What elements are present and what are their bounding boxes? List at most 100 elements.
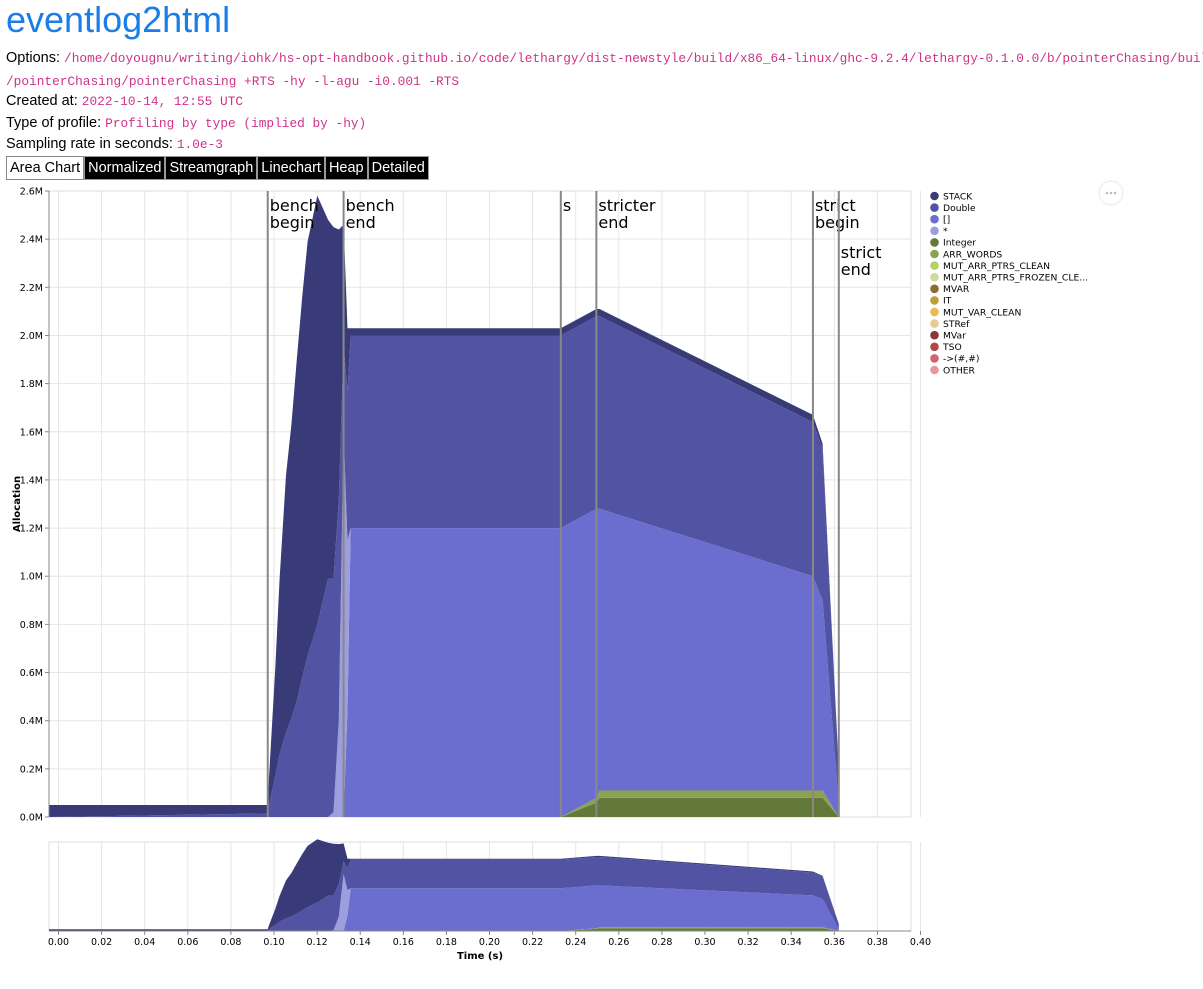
- y-tick-label: 0.4M: [20, 716, 43, 727]
- legend-swatch: [930, 238, 939, 247]
- legend-item: Integer: [943, 238, 976, 249]
- x-tick-label: 0.06: [177, 937, 198, 948]
- legend-item: Double: [943, 203, 976, 214]
- legend-item: MVAR: [943, 284, 970, 295]
- overview-chart: [48, 839, 921, 932]
- x-tick-label: 0.10: [263, 937, 284, 948]
- area-series: [49, 195, 839, 818]
- marker-label: begin: [815, 213, 860, 232]
- y-tick-label: 2.4M: [20, 235, 43, 246]
- marker-label: strict: [815, 196, 856, 215]
- menu-dot: [1113, 191, 1117, 195]
- x-tick-label: 0.18: [436, 937, 457, 948]
- profile-row: Type of profile: Profiling by type (impl…: [6, 114, 366, 133]
- tab-area-chart[interactable]: Area Chart: [6, 156, 85, 180]
- marker-label: stricter: [598, 196, 656, 215]
- legend-item: MVar: [943, 331, 966, 342]
- x-tick-label: 0.32: [738, 937, 759, 948]
- legend-item: TSO: [942, 342, 962, 353]
- y-tick-label: 1.6M: [20, 427, 43, 438]
- area-double: [49, 316, 839, 817]
- legend: STACKDouble[]*IntegerARR_WORDSMUT_ARR_PT…: [930, 191, 1088, 376]
- legend-swatch: [930, 307, 939, 317]
- y-tick-label: 2.2M: [20, 283, 43, 294]
- tab-normalized[interactable]: Normalized: [84, 156, 166, 180]
- legend-item: STACK: [943, 191, 973, 202]
- area-arr-words: [49, 790, 839, 817]
- legend-item: MUT_ARR_PTRS_CLEAN: [943, 261, 1050, 272]
- legend-swatch: [930, 214, 939, 224]
- profile-label: Type of profile:: [6, 115, 102, 131]
- legend-swatch: [930, 296, 939, 305]
- x-tick-label: 0.16: [393, 937, 414, 948]
- sampling-row: Sampling rate in seconds: 1.0e-3: [6, 135, 223, 154]
- legend-item: ->(#,#): [943, 354, 980, 365]
- legend-swatch: [930, 365, 939, 375]
- marker-label: bench: [270, 196, 319, 215]
- chart-tabs: Area Chart Normalized Streamgraph Linech…: [6, 156, 429, 180]
- marker-label: begin: [270, 213, 315, 232]
- page-title: eventlog2html: [6, 0, 231, 40]
- legend-swatch: [930, 203, 939, 212]
- x-tick-label: 0.04: [134, 937, 155, 948]
- x-tick-label: 0.22: [522, 937, 543, 948]
- legend-swatch: [930, 272, 939, 282]
- y-tick-label: 2.0M: [20, 331, 43, 342]
- tab-detailed[interactable]: Detailed: [367, 156, 429, 180]
- y-tick-label: 0.2M: [20, 764, 43, 775]
- created-value: 2022-10-14, 12:55 UTC: [81, 94, 244, 109]
- tab-streamgraph[interactable]: Streamgraph: [165, 156, 258, 180]
- tab-heap[interactable]: Heap: [324, 156, 368, 180]
- legend-swatch: [930, 249, 939, 259]
- overview-areas: [49, 839, 839, 931]
- legend-swatch: [930, 342, 939, 352]
- marker-label: end: [598, 213, 628, 232]
- overview-area--: [49, 885, 839, 931]
- sampling-value: 1.0e-3: [176, 137, 223, 152]
- legend-swatch: [930, 319, 939, 328]
- x-tick-label: 0.00: [48, 937, 69, 948]
- profile-value: Profiling by type (implied by -hy): [105, 116, 367, 131]
- options-value-cont: /pointerChasing/pointerChasing +RTS -hy …: [6, 74, 460, 89]
- y-tick-label: 2.6M: [20, 187, 43, 198]
- x-tick-label: 0.14: [350, 937, 371, 948]
- x-tick-label: 0.20: [479, 937, 500, 948]
- area--: [49, 508, 839, 817]
- legend-item: MUT_VAR_CLEAN: [943, 307, 1021, 318]
- created-row: Created at: 2022-10-14, 12:55 UTC: [6, 92, 243, 111]
- x-axis: 0.00 0.02 0.04 0.06 0.08 0.10 0.12 0.14 0.16 0.18…: [48, 931, 931, 962]
- x-tick-label: 0.40: [910, 937, 931, 948]
- overview-area-double: [49, 857, 839, 931]
- tab-linechart[interactable]: Linechart: [257, 156, 325, 180]
- legend-item: OTHER: [943, 365, 976, 376]
- marker-label: end: [346, 213, 376, 232]
- legend-swatch: [930, 226, 939, 236]
- x-tick-label: 0.08: [220, 937, 241, 948]
- legend-item: []: [943, 215, 950, 226]
- legend-swatch: [930, 191, 939, 201]
- menu-dot: [1105, 191, 1109, 195]
- marker-label: s: [563, 196, 571, 215]
- x-tick-label: 0.34: [781, 937, 802, 948]
- menu-dot: [1109, 191, 1113, 195]
- x-tick-label: 0.24: [565, 937, 586, 948]
- marker-label: bench: [346, 196, 395, 215]
- legend-swatch: [930, 330, 939, 340]
- more-horizontal-icon[interactable]: [1098, 180, 1124, 206]
- y-tick-label: 1.2M: [20, 524, 43, 535]
- legend-item: STRef: [943, 319, 970, 330]
- y-tick-label: 1.8M: [20, 379, 43, 390]
- marker-label: strict: [841, 243, 882, 262]
- legend-swatch: [930, 354, 939, 363]
- x-tick-label: 0.28: [651, 937, 672, 948]
- y-tick-label: 1.0M: [20, 572, 43, 583]
- x-tick-label: 0.36: [824, 937, 845, 948]
- overview-area-integer: [49, 928, 839, 931]
- legend-item: ARR_WORDS: [943, 249, 1002, 260]
- area-chart: 0.0M 0.2M 0.4M 0.6M 0.8M 1.0M 1.2M 1.4M 1.6M 1.8M…: [12, 180, 1124, 962]
- legend-swatch: [930, 284, 939, 294]
- x-axis-title: Time (s): [457, 951, 503, 962]
- x-tick-label: 0.02: [91, 937, 112, 948]
- overview-area-arr-words: [49, 927, 839, 931]
